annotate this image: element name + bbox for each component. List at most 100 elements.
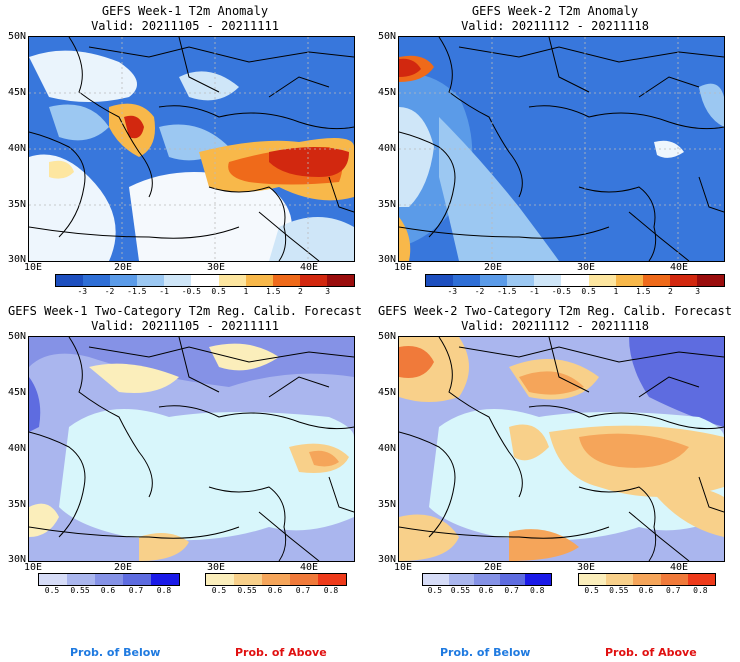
prob-above-caption: Prob. of Above (605, 646, 697, 659)
colorbar-tick-label: 0.6 (478, 586, 494, 595)
prob-above-swatch (234, 574, 262, 585)
lat-label: 30N (377, 554, 396, 565)
panel-week1-probability: GEFS Week-1 Two-Category T2m Reg. Calib.… (0, 300, 370, 662)
prob-below-colorbar (38, 573, 180, 586)
lat-label: 30N (7, 554, 26, 565)
colorbar-tick-label: 1 (613, 287, 619, 296)
lon-label: 40E (670, 262, 689, 273)
anomaly-map (398, 36, 725, 262)
prob-above-caption: Prob. of Above (235, 646, 327, 659)
probability-map (28, 336, 355, 562)
colorbar-tick-label: 0.5 (211, 586, 227, 595)
panel-title: GEFS Week-1 T2m Anomaly (101, 4, 269, 18)
colorbar-tick-label: 0.5 (584, 586, 599, 595)
colorbar-tick-label: -3 (77, 287, 88, 296)
lon-label: 30E (207, 562, 226, 573)
panel-title: GEFS Week-2 T2m Anomaly (471, 4, 639, 18)
lat-label: 50N (377, 31, 396, 42)
colorbar-tick-label: 0.7 (128, 586, 144, 595)
lat-label: 50N (7, 31, 26, 42)
anomaly-colorbar-swatch (507, 275, 535, 286)
panel-title: GEFS Week-2 Two-Category T2m Reg. Calib.… (377, 304, 732, 318)
panel-valid-dates: Valid: 20211105 - 20211111 (91, 19, 279, 33)
lat-label: 30N (377, 254, 396, 265)
lat-label: 45N (7, 87, 26, 98)
lat-label: 35N (7, 199, 26, 210)
colorbar-tick-label: 0.7 (504, 586, 519, 595)
colorbar-tick-label: 0.6 (638, 586, 654, 595)
anomaly-colorbar-swatch (642, 275, 670, 286)
colorbar-tick-label: 0.6 (267, 586, 283, 595)
anomaly-colorbar (55, 274, 355, 287)
colorbar-tick-label: 1.5 (265, 287, 281, 296)
colorbar-tick-label: 2 (298, 287, 303, 296)
anomaly-colorbar-swatch (561, 275, 589, 286)
colorbar-tick-label: -0.5 (551, 287, 571, 296)
colorbar-tick-label: -0.5 (181, 287, 201, 296)
anomaly-colorbar-swatch (137, 275, 165, 286)
colorbar-tick-label: 0.7 (295, 586, 311, 595)
lon-label: 40E (670, 562, 689, 573)
lat-label: 35N (377, 499, 396, 510)
colorbar-tick-label: 3 (695, 287, 701, 296)
anomaly-colorbar-swatch (669, 275, 697, 286)
prob-above-labels: 0.5 0.55 0.6 0.7 0.8 (205, 586, 345, 596)
anomaly-colorbar-swatch (56, 275, 84, 286)
prob-above-swatch (290, 574, 318, 585)
prob-below-swatch (499, 574, 526, 585)
panel-week1-anomaly: GEFS Week-1 T2m Anomaly Valid: 20211105 … (0, 0, 370, 300)
panel-title: GEFS Week-1 Two-Category T2m Reg. Calib.… (7, 304, 362, 318)
prob-above-swatch (318, 574, 346, 585)
anomaly-map (28, 36, 355, 262)
anomaly-colorbar-swatch (218, 275, 246, 286)
colorbar-tick-label: -1 (159, 287, 169, 296)
anomaly-colorbar-swatch (164, 275, 192, 286)
prob-below-swatch (525, 574, 551, 585)
anomaly-colorbar-swatch (110, 275, 138, 286)
lon-label: 20E (114, 262, 133, 273)
prob-above-swatch (687, 574, 716, 585)
lon-label: 10E (394, 562, 413, 573)
lon-label: 40E (300, 262, 319, 273)
prob-above-colorbar (578, 573, 716, 586)
lat-label: 40N (7, 443, 26, 454)
colorbar-tick-label: 3 (325, 287, 331, 296)
prob-below-swatch (151, 574, 179, 585)
lat-label: 30N (7, 254, 26, 265)
prob-above-swatch (206, 574, 234, 585)
lon-label: 10E (24, 262, 43, 273)
colorbar-tick-label: -1 (529, 287, 539, 296)
panel-valid-dates: Valid: 20211105 - 20211111 (91, 319, 279, 333)
prob-below-swatch (448, 574, 475, 585)
lon-label: 10E (394, 262, 413, 273)
panel-valid-dates: Valid: 20211112 - 20211118 (461, 19, 649, 33)
colorbar-tick-label: 0.8 (529, 586, 545, 595)
lat-label: 50N (7, 331, 26, 342)
colorbar-tick-label: -3 (447, 287, 458, 296)
colorbar-tick-label: 0.55 (237, 586, 257, 595)
colorbar-tick-label: 0.8 (323, 586, 339, 595)
panel-week2-anomaly: GEFS Week-2 T2m Anomaly Valid: 20211112 … (370, 0, 740, 300)
anomaly-colorbar-swatch (534, 275, 562, 286)
anomaly-colorbar-swatch (696, 275, 725, 286)
prob-above-swatch (633, 574, 661, 585)
prob-below-caption: Prob. of Below (440, 646, 531, 659)
lat-label: 40N (7, 143, 26, 154)
anomaly-colorbar-swatch (272, 275, 300, 286)
colorbar-tick-label: 0.5 (427, 586, 443, 595)
colorbar-tick-label: 0.5 (581, 287, 596, 296)
colorbar-tick-label: -1.5 (127, 287, 147, 296)
prob-above-labels: 0.5 0.55 0.6 0.7 0.8 (578, 586, 714, 596)
anomaly-colorbar-labels: -3 -2 -1.5 -1 -0.5 0.5 1 1.5 2 3 (425, 287, 725, 297)
probability-map (398, 336, 725, 562)
colorbar-tick-label: 2 (668, 287, 673, 296)
anomaly-colorbar-labels: -3 -2 -1.5 -1 -0.5 0.5 1 1.5 2 3 (55, 287, 355, 297)
anomaly-colorbar-swatch (326, 275, 355, 286)
colorbar-tick-label: 0.8 (693, 586, 708, 595)
lat-label: 40N (377, 143, 396, 154)
lon-label: 30E (577, 262, 596, 273)
lat-label: 45N (377, 387, 396, 398)
colorbar-tick-label: -2 (474, 287, 485, 296)
anomaly-colorbar-swatch (245, 275, 273, 286)
colorbar-tick-label: 1 (243, 287, 249, 296)
